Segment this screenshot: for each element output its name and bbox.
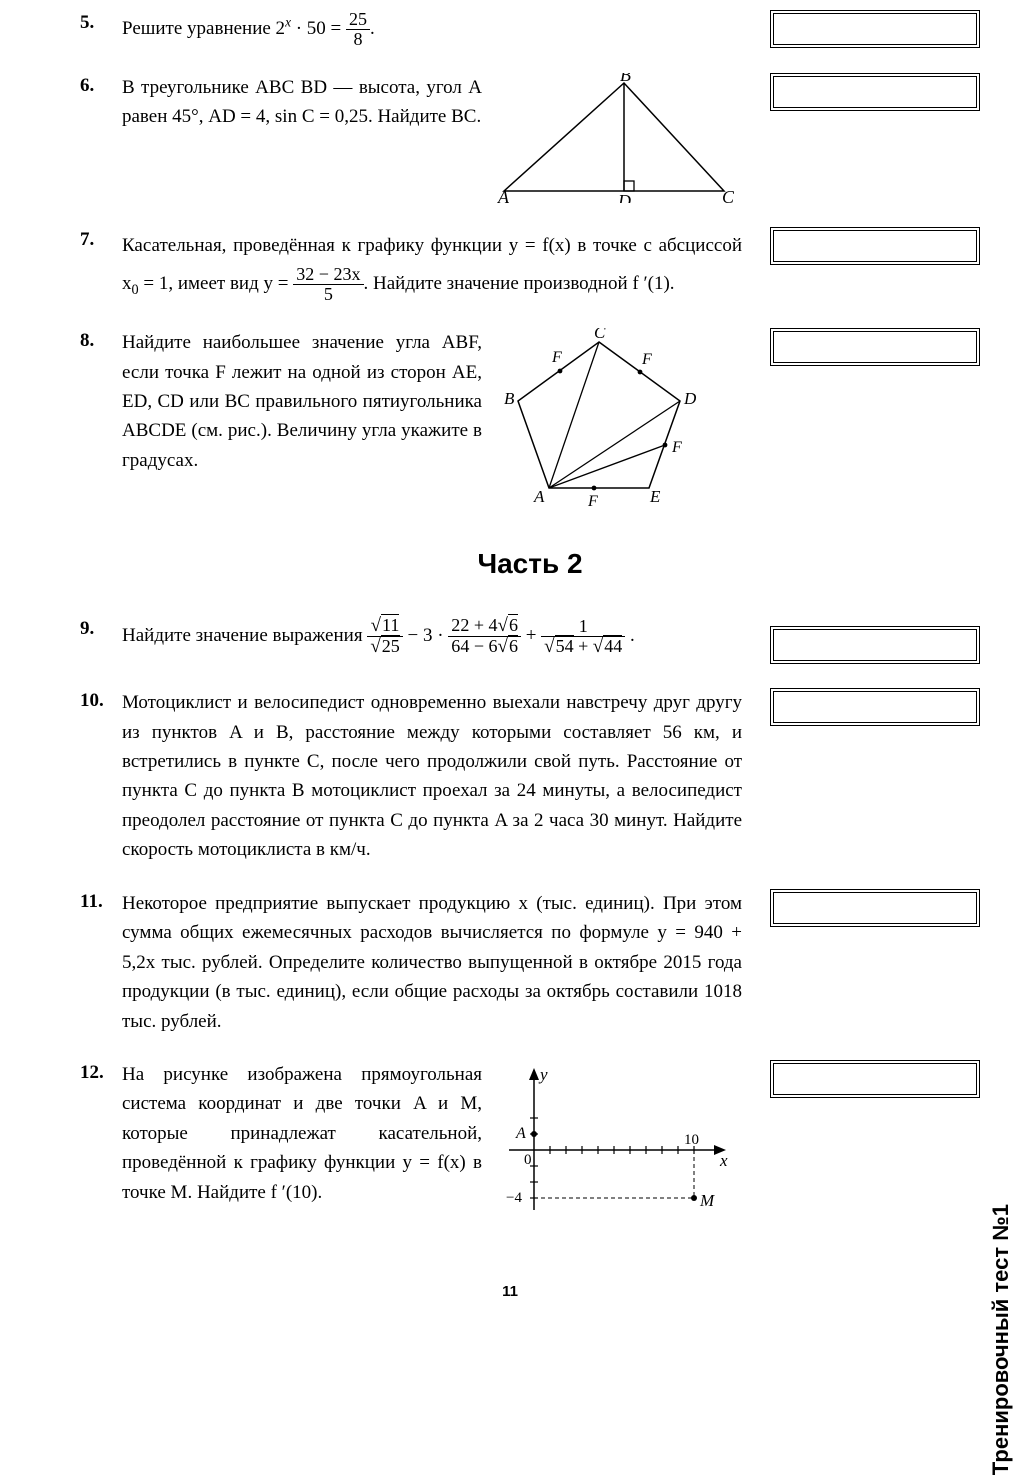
svg-text:M: M <box>699 1191 715 1210</box>
svg-text:y: y <box>538 1065 548 1084</box>
q-text: Мотоциклист и велосипедист одновременно … <box>122 688 742 865</box>
part-2-heading: Часть 2 <box>80 548 980 580</box>
q-number: 5. <box>80 10 122 34</box>
answer-box-11[interactable] <box>770 889 980 927</box>
svg-text:F: F <box>587 493 598 508</box>
question-8: 8. Найдите наибольшее значение угла ABF,… <box>80 328 980 508</box>
svg-text:C: C <box>594 328 606 342</box>
q-text: Решите уравнение 2x · 50 = 258. <box>122 10 742 49</box>
q-text: Касательная, проведённая к графику функц… <box>122 227 742 304</box>
question-5: 5. Решите уравнение 2x · 50 = 258. <box>80 10 980 49</box>
q-number: 11. <box>80 889 122 913</box>
side-label: Тренировочный тест №1 <box>988 1204 1014 1475</box>
svg-text:E: E <box>649 487 661 506</box>
q-number: 6. <box>80 73 122 97</box>
svg-text:B: B <box>504 389 515 408</box>
answer-box-12[interactable] <box>770 1060 980 1098</box>
axes-figure: y x A 0 10 −4 M <box>494 1060 736 1230</box>
q-number: 9. <box>80 616 122 640</box>
answer-box-9[interactable] <box>770 626 980 664</box>
answer-box-7[interactable] <box>770 227 980 265</box>
svg-text:D: D <box>683 389 697 408</box>
svg-text:B: B <box>620 73 631 85</box>
svg-text:0: 0 <box>524 1152 532 1168</box>
svg-text:A: A <box>533 487 545 506</box>
page-number: 11 <box>0 1283 1020 1300</box>
q-text: На рисунке изображена прямоугольная сист… <box>122 1060 482 1230</box>
svg-text:C: C <box>722 187 734 203</box>
q-number: 8. <box>80 328 122 352</box>
svg-text:−4: −4 <box>506 1190 522 1206</box>
pentagon-figure: C B D A E F F F F <box>494 328 704 508</box>
q-number: 12. <box>80 1060 122 1084</box>
svg-text:A: A <box>515 1125 526 1142</box>
q-text: Найдите наибольшее значение угла ABF, ес… <box>122 328 482 508</box>
svg-text:F: F <box>641 351 652 368</box>
answer-box-10[interactable] <box>770 688 980 726</box>
question-9: 9. Найдите значение выражения √11 √25 − … <box>80 616 980 664</box>
svg-text:D: D <box>617 191 631 203</box>
svg-text:10: 10 <box>684 1132 699 1148</box>
question-10: 10. Мотоциклист и велосипедист одновреме… <box>80 688 980 865</box>
q-text: В треугольнике ABC BD — высота, угол A р… <box>122 73 482 203</box>
svg-text:x: x <box>719 1151 728 1170</box>
q-number: 10. <box>80 688 122 712</box>
q-number: 7. <box>80 227 122 251</box>
svg-text:A: A <box>497 187 510 203</box>
answer-box-5[interactable] <box>770 10 980 48</box>
triangle-figure: A B C D <box>494 73 734 203</box>
answer-box-8[interactable] <box>770 328 980 366</box>
question-7: 7. Касательная, проведённая к графику фу… <box>80 227 980 304</box>
question-11: 11. Некоторое предприятие выпускает прод… <box>80 889 980 1036</box>
svg-text:F: F <box>671 439 682 456</box>
answer-box-6[interactable] <box>770 73 980 111</box>
q-text: Некоторое предприятие выпускает продукци… <box>122 889 742 1036</box>
question-12: 12. На рисунке изображена прямоугольная … <box>80 1060 980 1230</box>
q-text: Найдите значение выражения √11 √25 − 3 ·… <box>122 616 742 664</box>
question-6: 6. В треугольнике ABC BD — высота, угол … <box>80 73 980 203</box>
svg-text:F: F <box>551 349 562 366</box>
